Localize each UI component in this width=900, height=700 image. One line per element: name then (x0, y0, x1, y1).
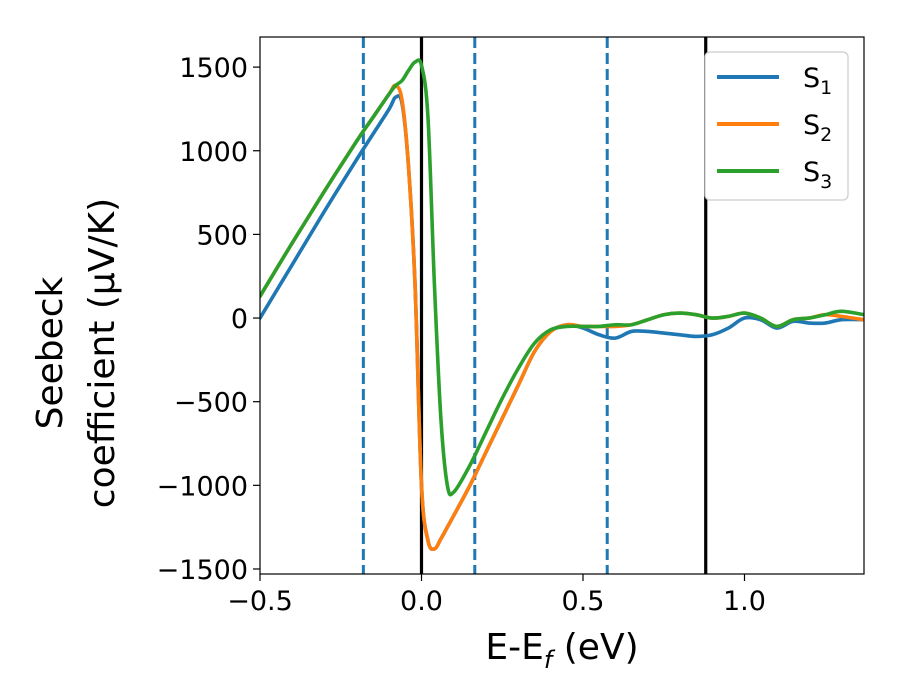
y-tick-label: 0 (231, 304, 248, 335)
legend-label-s2: S2 (803, 110, 832, 146)
x-tick-label: 1.0 (723, 586, 766, 617)
plot-frame (259, 36, 865, 575)
x-tick-label: 0.5 (562, 586, 605, 617)
series-layer (260, 58, 864, 552)
x-tick-label: 0.0 (400, 586, 443, 617)
y-tick-label: 1500 (179, 53, 248, 84)
y-tick-label: −1000 (157, 471, 248, 502)
y-axis-label-line1: Seebeck (30, 276, 71, 429)
y-tick-label: 1000 (179, 137, 248, 168)
legend: S1 S2 S3 (704, 51, 849, 201)
y-tick-label: −500 (174, 388, 248, 419)
legend-label-s1: S1 (803, 63, 832, 99)
legend-label-s3: S3 (803, 157, 832, 193)
y-axis-label-line2: coefficient (μV/K) (82, 198, 123, 508)
series-line-s3 (260, 58, 864, 497)
y-tick-label: −1500 (157, 555, 248, 586)
x-axis-label: E-Ef (eV) (485, 627, 638, 674)
x-axis: −0.5 0.0 0.5 1.0 (227, 574, 766, 617)
y-tick-label: 500 (196, 220, 248, 251)
x-tick-label: −0.5 (227, 586, 293, 617)
y-axis: −1500 −1000 −500 0 500 1000 1500 (157, 53, 260, 586)
